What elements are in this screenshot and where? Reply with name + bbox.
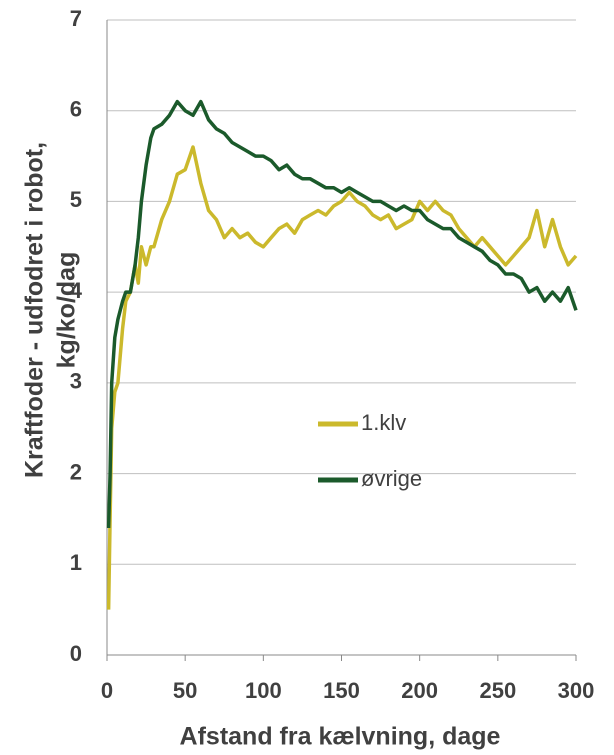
y-tick-label: 7 (70, 6, 82, 31)
data-line (106, 99, 578, 529)
x-axis-title: Afstand fra kælvning, dage (180, 723, 501, 751)
y-axis-title: kg/ko/dag (53, 252, 81, 369)
x-tick-label: 300 (558, 678, 595, 703)
legend-label: 1.klv (361, 410, 406, 435)
x-tick-label: 50 (173, 678, 197, 703)
x-tick-label: 0 (101, 678, 113, 703)
y-tick-label: 5 (70, 187, 82, 212)
y-tick-label: 4 (70, 278, 83, 303)
x-tick-label: 200 (401, 678, 438, 703)
y-axis-title: Kraftfoder - udfodret i robot, (21, 142, 49, 478)
legend-label: øvrige (361, 466, 422, 491)
y-tick-label: 0 (70, 641, 82, 666)
y-tick-label: 1 (70, 550, 82, 575)
y-tick-label: 6 (70, 97, 82, 122)
x-tick-label: 150 (323, 678, 360, 703)
x-tick-label: 100 (245, 678, 282, 703)
y-tick-label: 2 (70, 459, 82, 484)
data-line (106, 145, 578, 610)
x-tick-label: 250 (479, 678, 516, 703)
y-tick-label: 3 (70, 369, 82, 394)
